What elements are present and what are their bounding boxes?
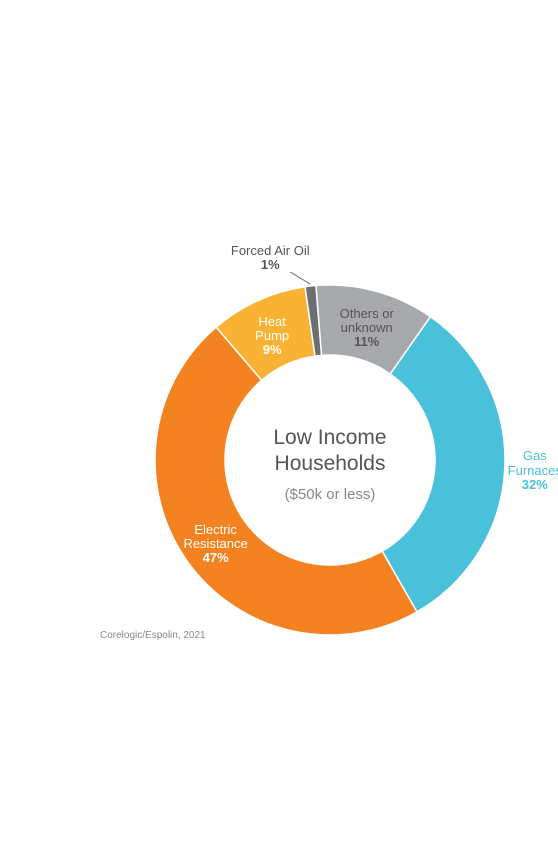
label-hp: HeatPump9% <box>217 315 327 358</box>
label-gas: GasFurnaces32% <box>490 449 558 492</box>
center-line2: Households <box>235 451 425 477</box>
source-text: Corelogic/Espolin, 2021 <box>100 630 206 641</box>
label-oil: Forced Air Oil1% <box>220 244 320 273</box>
donut-svg <box>0 0 558 848</box>
label-name-other: Others orunknown <box>312 307 422 336</box>
label-pct-other: 11% <box>312 335 422 349</box>
label-name-hp: HeatPump <box>217 315 327 344</box>
label-elec: ElectricResistance47% <box>161 523 271 566</box>
label-name-oil: Forced Air Oil <box>220 244 320 258</box>
label-pct-gas: 32% <box>490 478 558 492</box>
label-name-elec: ElectricResistance <box>161 523 271 552</box>
center-line1: Low Income <box>235 425 425 451</box>
label-pct-elec: 47% <box>161 551 271 565</box>
callout-line-oil <box>290 272 310 284</box>
label-pct-hp: 9% <box>217 343 327 357</box>
label-pct-oil: 1% <box>220 258 320 272</box>
center-line3: ($50k or less) <box>235 486 425 505</box>
label-other: Others orunknown11% <box>312 307 422 350</box>
source-citation: Corelogic/Espolin, 2021 <box>100 630 206 641</box>
label-name-gas: GasFurnaces <box>490 449 558 478</box>
chart-center-title: Low Income Households ($50k or less) <box>235 425 425 504</box>
donut-chart: Low Income Households ($50k or less) Gas… <box>0 0 558 848</box>
